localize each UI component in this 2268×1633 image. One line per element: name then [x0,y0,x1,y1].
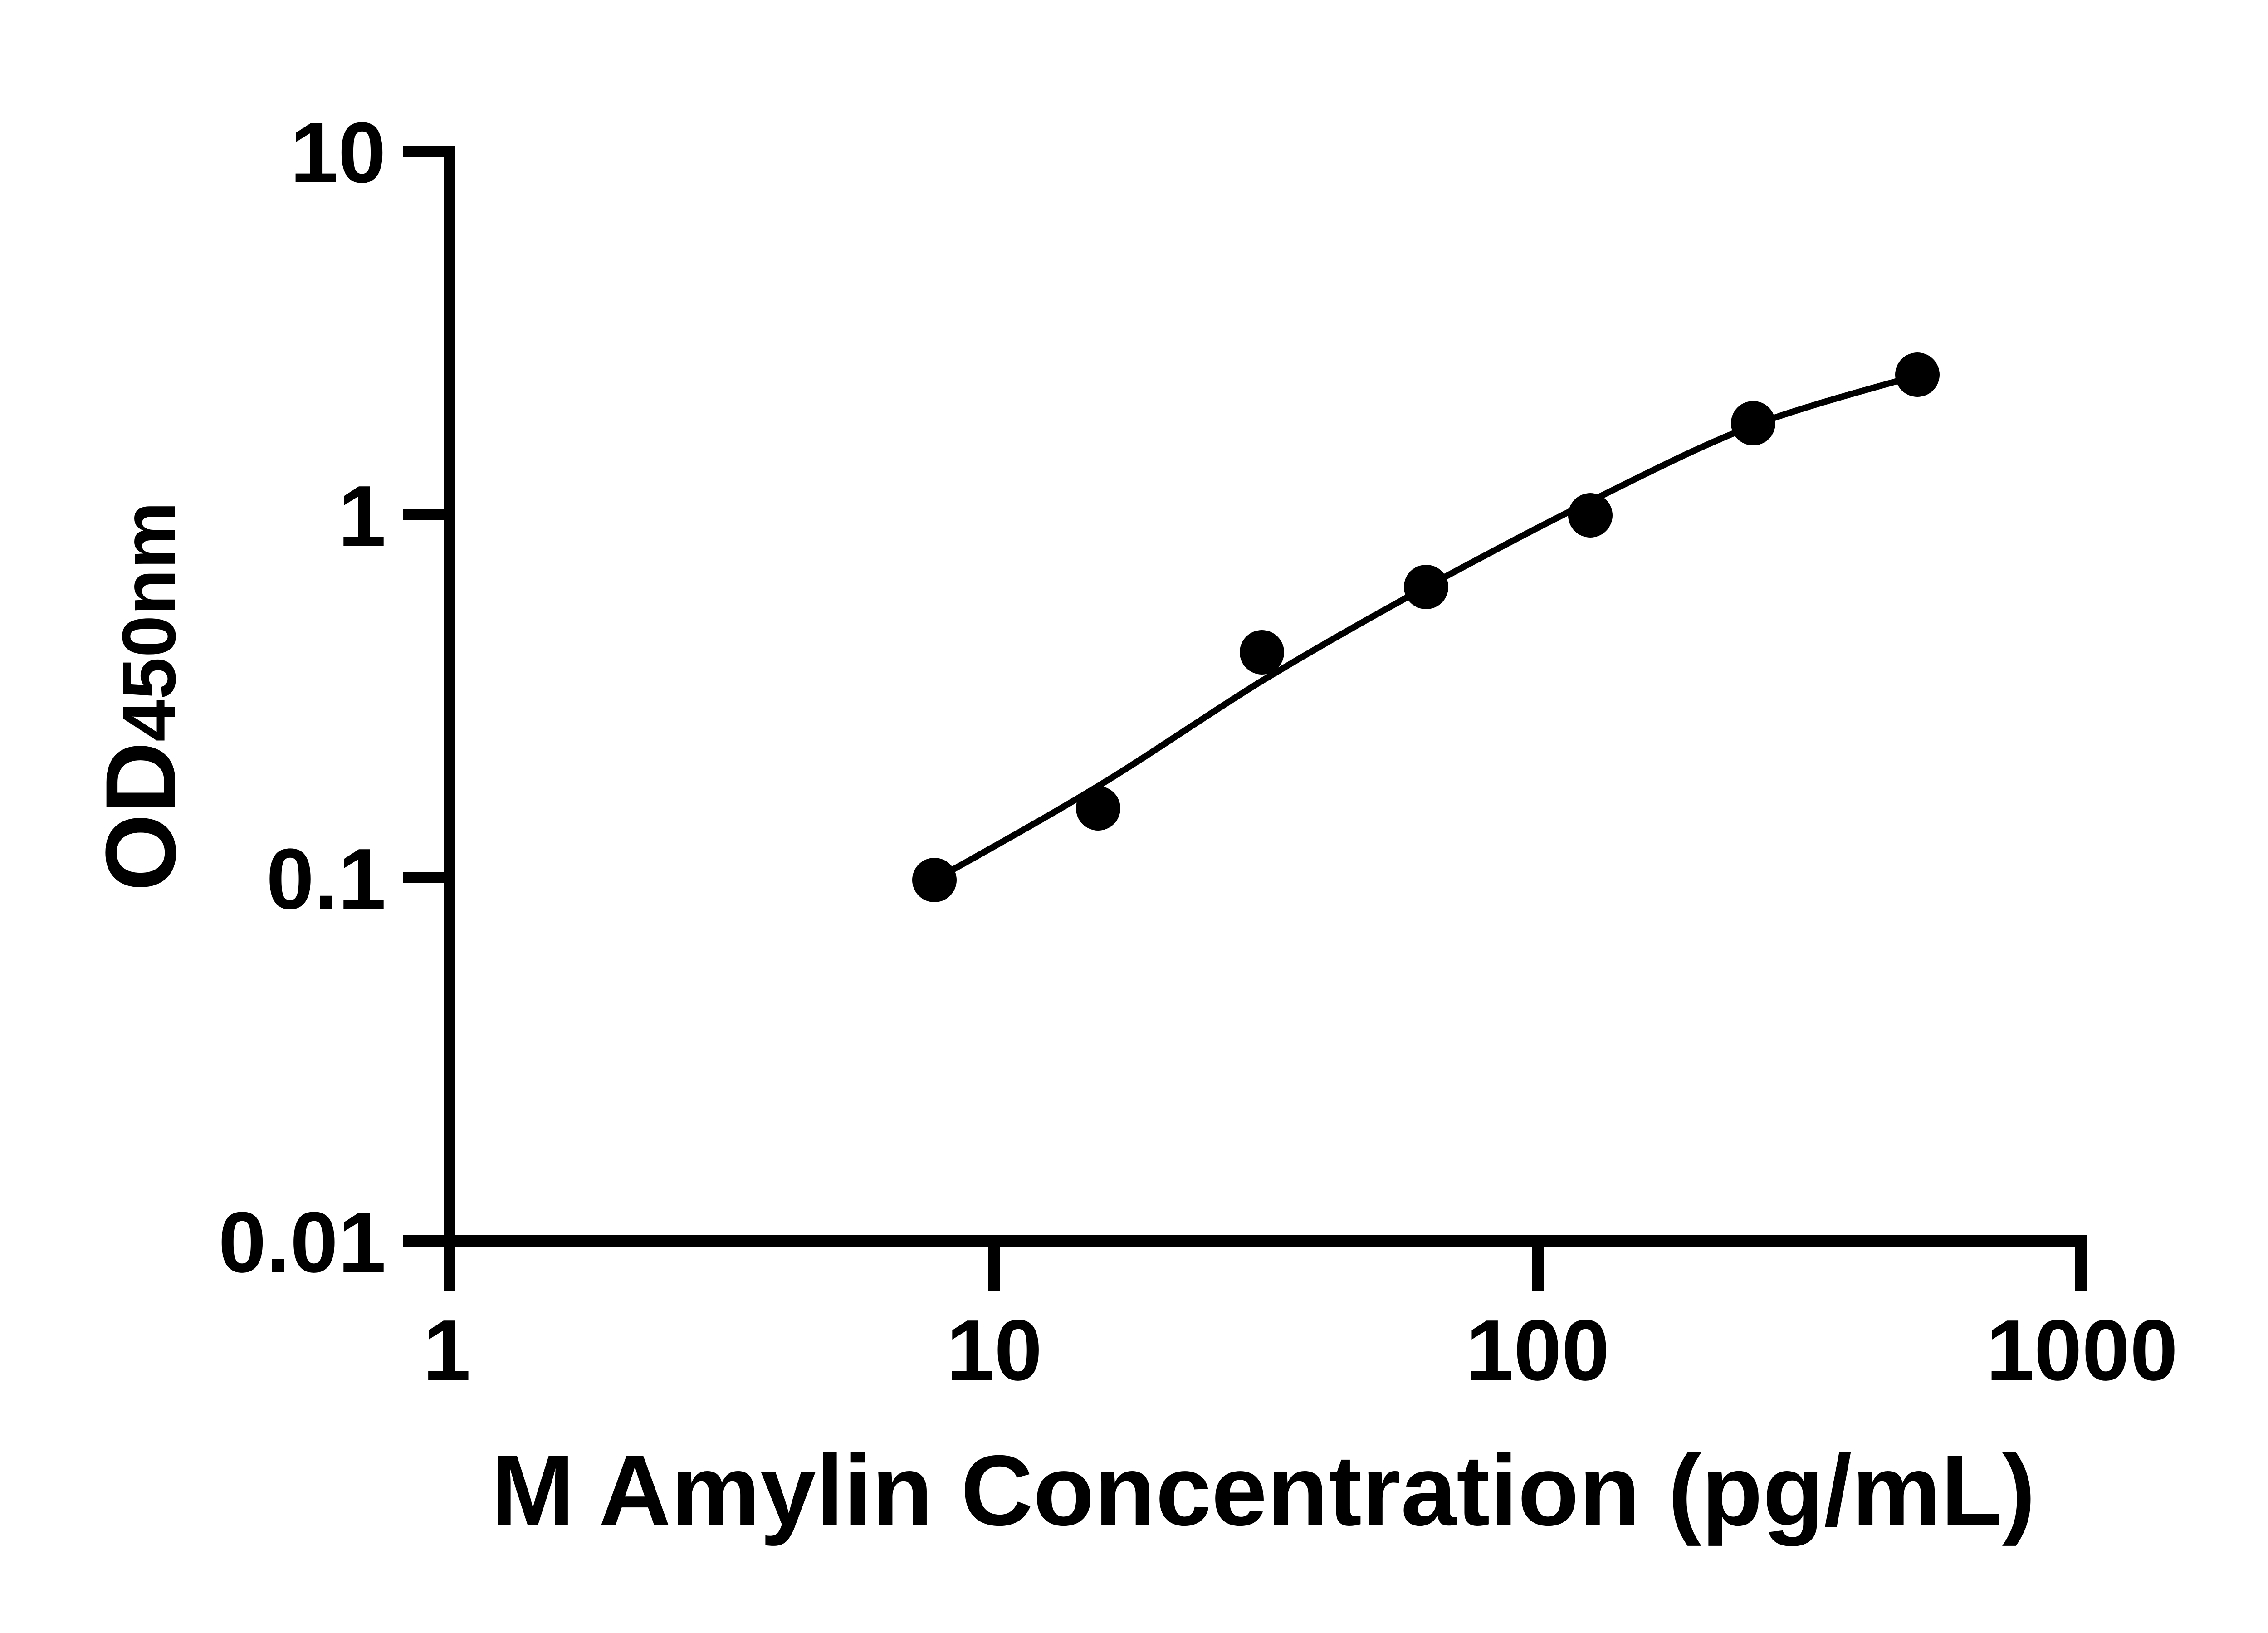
svg-text:OD450nm: OD450nm [85,502,196,891]
svg-text:10: 10 [946,1302,1042,1398]
svg-text:0.01: 0.01 [218,1194,386,1291]
svg-text:10: 10 [290,105,386,201]
svg-text:1: 1 [423,1302,471,1398]
svg-text:1000: 1000 [1986,1302,2178,1398]
svg-text:0.1: 0.1 [266,831,386,927]
svg-text:M Amylin Concentration (pg/mL): M Amylin Concentration (pg/mL) [491,1434,2036,1546]
svg-text:1: 1 [338,468,386,564]
svg-text:100: 100 [1466,1302,1609,1398]
